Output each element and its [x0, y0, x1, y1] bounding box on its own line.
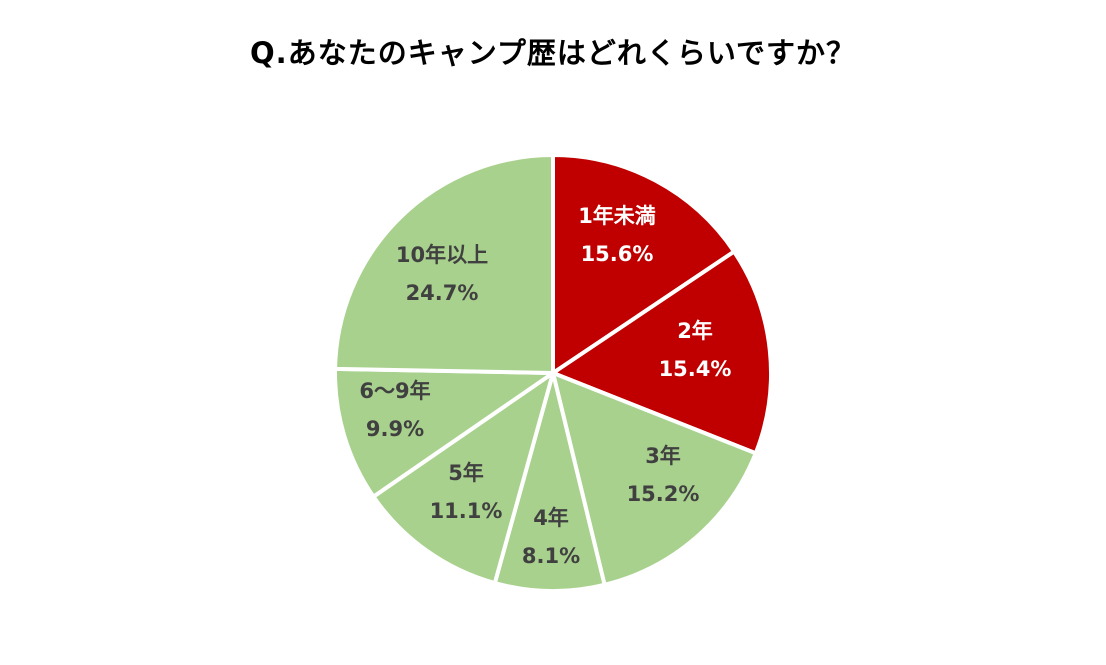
pie-labels: 1年未満 15.6% 2年 15.4% 3年 15.2% 4年 8.1% 5年 11.1% 6～9年… — [359, 204, 731, 568]
slice-category-label: 3年 — [645, 444, 681, 468]
slice-category-label: 1年未満 — [578, 204, 656, 228]
pie-slice — [492, 365, 607, 593]
pie-slice — [548, 248, 773, 456]
pie-slices — [333, 152, 773, 593]
chart-title: Q.あなたのキャンプ歴はどれくらいですか？ — [250, 36, 856, 70]
slice-category-label: 5年 — [448, 461, 484, 485]
pie-slice — [333, 366, 560, 500]
pie-slice — [550, 369, 759, 588]
slice-value-label: 15.6% — [581, 242, 654, 266]
pie-slice — [370, 368, 557, 586]
slice-value-label: 15.2% — [627, 482, 700, 506]
slice-value-label: 24.7% — [406, 281, 479, 305]
slice-category-label: 2年 — [677, 319, 713, 343]
pie-slice — [551, 152, 737, 377]
pie-slice — [333, 152, 555, 376]
slice-category-label: 6～9年 — [359, 379, 430, 403]
slice-value-label: 15.4% — [659, 357, 732, 381]
slice-category-label: 10年以上 — [396, 243, 488, 267]
slice-value-label: 11.1% — [430, 499, 503, 523]
slice-value-label: 9.9% — [366, 417, 424, 441]
slice-category-label: 4年 — [533, 506, 569, 530]
slice-value-label: 8.1% — [522, 544, 580, 568]
